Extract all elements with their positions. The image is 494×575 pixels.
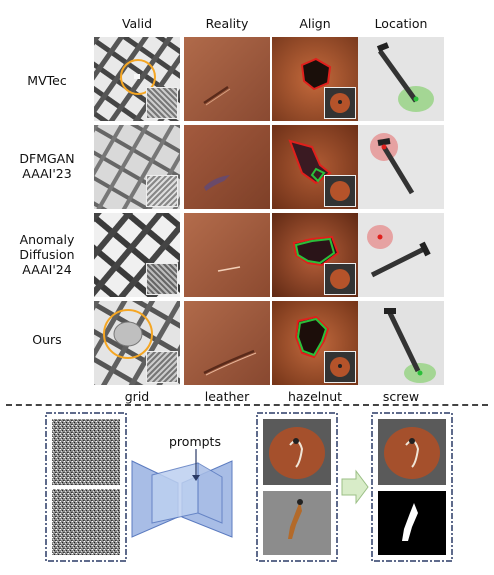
row-label-anomaly-diffusion: Anomaly Diffusion AAAI'24 (4, 232, 90, 277)
row-label-line: Ours (32, 332, 62, 347)
texture-inset (146, 263, 178, 295)
image-leather-mvtec (184, 37, 270, 121)
category-label-screw: screw (382, 389, 420, 404)
category-label-hazelnut: hazelnut (287, 389, 343, 404)
image-hazelnut-anomaly-diffusion (272, 213, 358, 297)
hazelnut-inset (324, 263, 356, 295)
image-leather-dfmgan (184, 125, 270, 209)
image-grid-anomaly-diffusion (94, 213, 180, 297)
image-hazelnut-ours (272, 301, 358, 385)
texture-inset (146, 175, 178, 207)
row-label-ours: Ours (4, 332, 90, 347)
result-box (371, 412, 453, 562)
result-arrow (341, 469, 369, 505)
row-label-line: Anomaly (19, 232, 75, 247)
column-header-align: Align (299, 16, 331, 31)
texture-inset (146, 351, 178, 383)
prompts-label: prompts (169, 434, 221, 449)
image-hazelnut-mvtec (272, 37, 358, 121)
image-hazelnut-dfmgan (272, 125, 358, 209)
section-separator (6, 404, 488, 406)
row-label-line: Diffusion (19, 247, 75, 262)
image-screw-anomaly-diffusion (358, 213, 444, 297)
row-label-line: AAAI'24 (22, 262, 72, 277)
texture-inset (146, 87, 178, 119)
generated-mask-image (263, 491, 331, 555)
column-header-valid: Valid (121, 16, 153, 31)
noise-image (52, 489, 120, 555)
hazelnut-inset (324, 351, 356, 383)
category-label-grid: grid (124, 389, 150, 404)
image-screw-dfmgan (358, 125, 444, 209)
image-grid-dfmgan (94, 125, 180, 209)
noise-image (52, 419, 120, 485)
column-header-location: Location (374, 16, 428, 31)
row-label-mvtec: MVTec (4, 73, 90, 88)
image-leather-ours (184, 301, 270, 385)
row-label-line: AAAI'23 (22, 166, 72, 181)
row-label-line: DFMGAN (19, 151, 75, 166)
pipeline-diagram (45, 412, 453, 562)
hazelnut-inset (324, 175, 356, 207)
generated-output-box (256, 412, 338, 562)
noise-input-box (45, 412, 127, 562)
row-label-dfmgan: DFMGAN AAAI'23 (4, 151, 90, 181)
image-grid-mvtec (94, 37, 180, 121)
hazelnut-inset (324, 87, 356, 119)
column-header-reality: Reality (205, 16, 249, 31)
image-grid-ours (94, 301, 180, 385)
image-screw-ours (358, 301, 444, 385)
image-screw-mvtec (358, 37, 444, 121)
row-label-line: MVTec (27, 73, 67, 88)
category-label-leather: leather (204, 389, 250, 404)
image-leather-anomaly-diffusion (184, 213, 270, 297)
